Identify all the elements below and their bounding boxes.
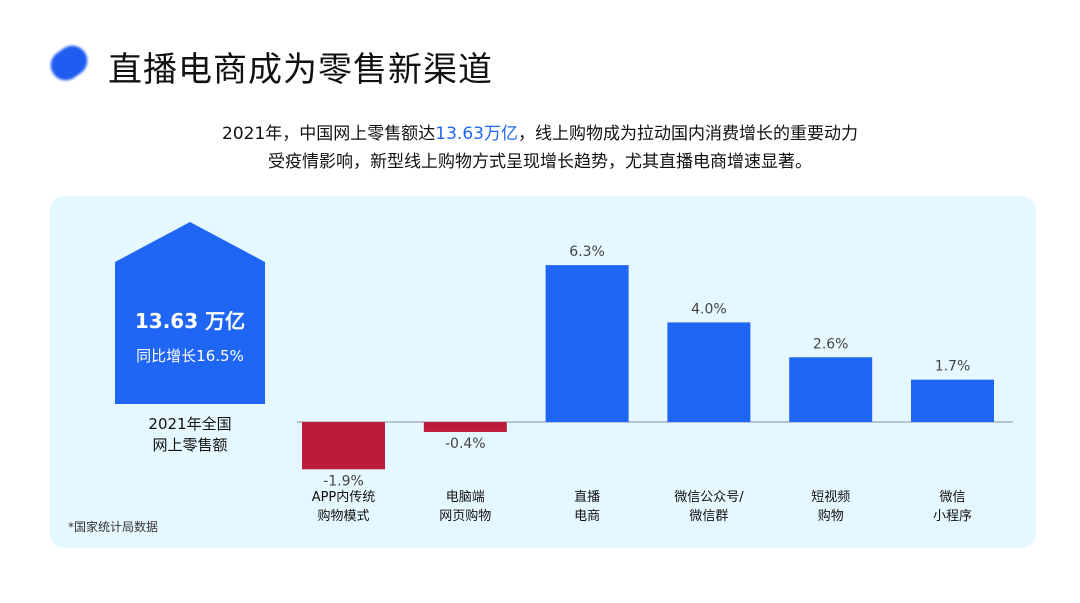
intro-line1-post: ，线上购物成为拉动国内消费增长的重要动力 — [517, 124, 858, 144]
source-note: *国家统计局数据 — [68, 520, 159, 534]
category-label: 电商 — [574, 509, 600, 524]
highlight-card — [115, 222, 265, 404]
data-label: 1.7% — [935, 359, 971, 375]
bar — [789, 357, 873, 422]
data-label: 6.3% — [569, 244, 605, 260]
intro-highlight: 13.63万亿 — [435, 124, 518, 144]
category-label: 网页购物 — [439, 508, 491, 524]
intro-text: 2021年，中国网上零售额达13.63万亿，线上购物成为拉动国内消费增长的重要动… — [0, 120, 1080, 176]
highlight-caption: 2021年全国 网上零售额 — [115, 414, 265, 456]
category-label: 直播 — [574, 490, 600, 505]
category-label: 微信 — [939, 490, 965, 505]
category-label: 微信公众号/ — [674, 490, 744, 505]
bar — [423, 422, 507, 432]
intro-line2: 受疫情影响，新型线上购物方式呈现增长趋势，尤其直播电商增速显著。 — [268, 152, 812, 172]
category-label: APP内传统 — [312, 489, 376, 505]
data-label: 2.6% — [813, 336, 849, 352]
page-title: 直播电商成为零售新渠道 — [108, 50, 493, 90]
data-label: 4.0% — [691, 301, 727, 317]
category-label: 短视频 — [811, 490, 850, 505]
category-label: 电脑端 — [446, 490, 485, 505]
data-label: -0.4% — [445, 436, 486, 452]
category-label: 微信群 — [689, 509, 728, 524]
bar — [545, 265, 629, 422]
caption-line1: 2021年全国 — [148, 415, 232, 433]
intro-line1-pre: 2021年，中国网上零售额达 — [222, 124, 436, 144]
highlight-growth: 同比增长16.5% — [136, 347, 244, 365]
category-label: 购物模式 — [317, 508, 369, 524]
bar — [911, 379, 994, 422]
bar — [667, 322, 751, 422]
data-label: -1.9% — [323, 473, 364, 489]
highlight-value: 13.63 万亿 — [134, 309, 246, 333]
category-label: 购物 — [818, 508, 844, 524]
category-label: 小程序 — [933, 509, 972, 524]
caption-line2: 网上零售额 — [152, 436, 228, 454]
bar — [302, 422, 385, 470]
